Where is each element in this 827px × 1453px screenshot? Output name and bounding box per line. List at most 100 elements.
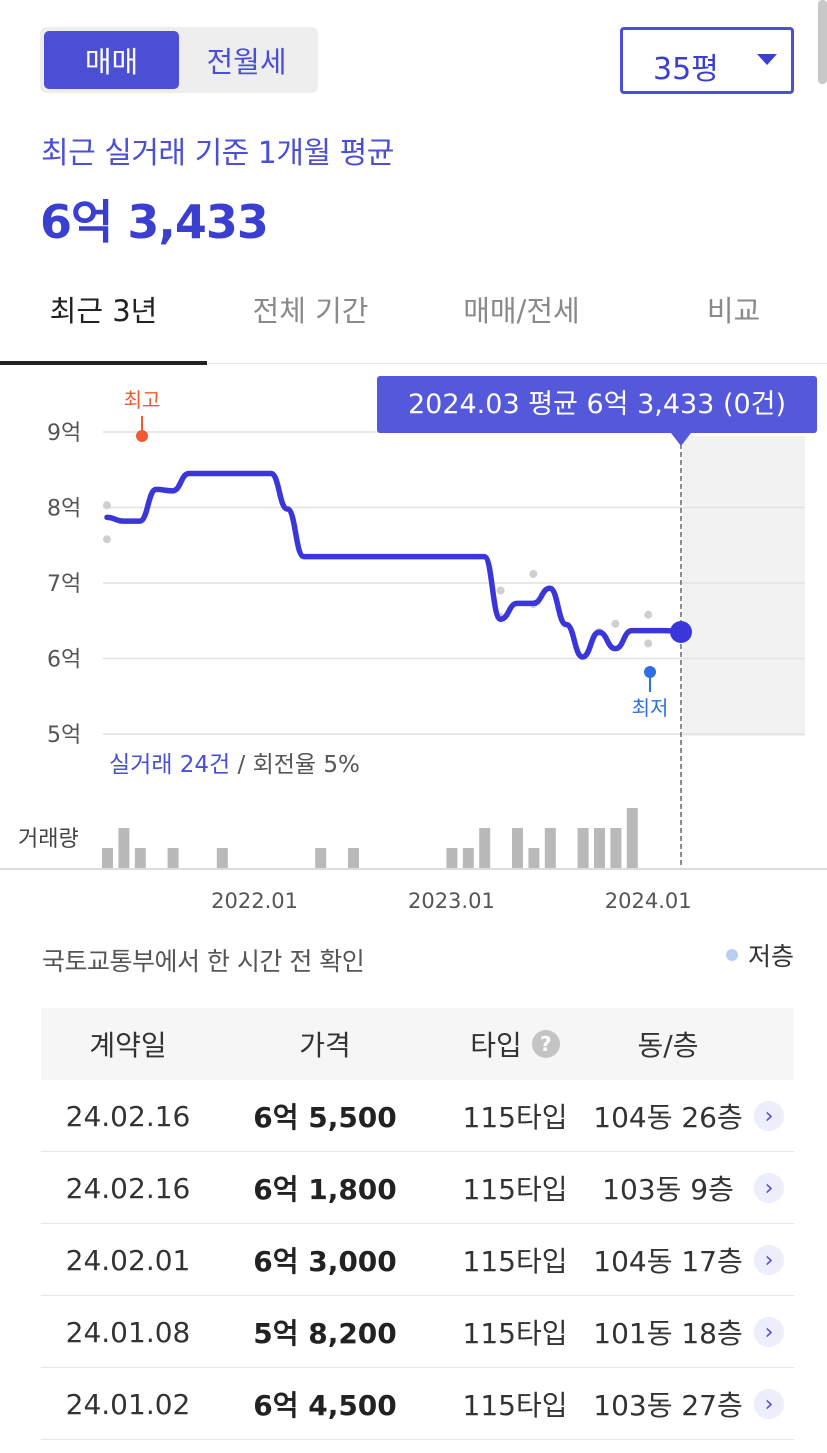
turnover-rate: / 회전율 5% [230,752,360,778]
volume-bar [348,848,359,868]
help-icon[interactable]: ? [531,1030,560,1058]
row-date: 24.02.01 [65,1243,191,1277]
row-price: 6억 5,500 [253,1101,397,1134]
header-type-label: 타입 [470,1029,522,1062]
low-floor-label: 저층 [748,942,795,971]
volume-bar [446,848,458,868]
table-row[interactable]: 24.02.16 6억 1,800 115타입 103동 9층 › [41,1152,794,1224]
legend: 저층 [726,937,794,973]
y-tick-label: 5억 [47,723,81,748]
x-tick-label: 2023.01 [408,889,495,913]
row-detail-button[interactable]: › [753,1080,785,1152]
row-dong-floor: 104동 17층 [593,1245,743,1278]
low-floor-dot [726,949,738,961]
min-label: 최저 [632,696,669,720]
row-price: 5억 8,200 [253,1317,397,1350]
volume-bar [528,848,540,868]
transaction-dot [644,639,653,648]
row-detail-button[interactable]: › [753,1224,785,1296]
chevron-right-icon: › [754,1101,784,1131]
tab-all-period[interactable]: 전체 기간 [252,294,369,328]
tooltip: 2024.03 평균 6억 3,433 (0건) [377,376,817,446]
row-date: 24.02.16 [65,1171,191,1205]
row-date: 24.02.16 [65,1099,191,1133]
volume-bar [102,848,113,868]
row-date: 24.01.08 [65,1315,191,1349]
header-dong: 동/층 [637,1029,699,1062]
transactions-table: 계약일 가격 타입 ? 동/층 24.02.16 6억 5,500 115타입 104… [41,1008,794,1440]
volume-bar [462,848,474,868]
row-type: 115타입 [462,1389,568,1422]
scrollbar[interactable] [818,0,827,84]
volume-bar [479,828,491,868]
min-marker: 최저 [632,666,669,720]
row-detail-button[interactable]: › [753,1296,785,1368]
chevron-down-icon [757,54,777,65]
volume-bar [544,828,556,868]
table-row[interactable]: 24.01.02 6억 4,500 115타입 103동 27층 › [41,1368,794,1440]
tab-recent-3y[interactable]: 최근 3년 [49,294,158,328]
row-dong-floor: 101동 18층 [593,1317,743,1350]
y-tick-label: 6억 [47,648,81,673]
volume-bar [134,848,146,868]
volume-bar [118,828,130,868]
x-tick-label: 2024.01 [605,889,692,913]
row-type: 115타입 [462,1101,568,1134]
x-tick-label: 2022.01 [211,889,298,913]
chevron-right-icon: › [754,1389,784,1419]
sale-tab[interactable]: 매매 [44,31,179,89]
table-row[interactable]: 24.01.08 5억 8,200 115타입 101동 18층 › [41,1296,794,1368]
header-price: 가격 [299,1029,351,1062]
volume-bar [167,848,179,868]
size-select[interactable]: 35평 [620,27,794,94]
table-row[interactable]: 24.02.16 6억 5,500 115타입 104동 26층 › [41,1080,794,1152]
y-tick-label: 7억 [47,572,81,597]
volume-bar [315,848,327,868]
average-price: 6억 3,433 [40,195,269,249]
average-label: 최근 실거래 기준 1개월 평균 [41,136,394,171]
volume-bar [610,828,622,868]
row-dong-floor: 103동 9층 [602,1173,734,1206]
header-date: 계약일 [89,1029,167,1062]
volume-bar [512,828,523,868]
row-type: 115타입 [462,1317,568,1350]
tab-compare[interactable]: 비교 [706,294,761,328]
price-line [104,470,684,660]
row-date: 24.01.02 [65,1387,191,1421]
max-marker: 최고 [124,388,160,442]
x-axis: 2022.01 2023.01 2024.01 [211,889,691,913]
max-point [136,430,148,442]
period-tabs: 최근 3년 전체 기간 매매/전세 비교 [0,270,827,365]
current-point[interactable] [670,621,692,643]
tab-sale-jeonse[interactable]: 매매/전세 [463,294,580,328]
volume-bars [102,808,638,868]
price-chart[interactable]: 9억 8억 7억 6억 5억 최고 최저 2024.03 평균 6억 3,433 (0건… [0,366,827,936]
tooltip-text: 2024.03 평균 6억 3,433 (0건) [408,389,786,420]
volume-label: 거래량 [18,827,79,852]
row-dong-floor: 103동 27층 [593,1389,743,1422]
row-dong-floor: 104동 26층 [593,1101,743,1134]
trade-stats: 실거래 24건 / 회전율 5% [109,752,360,778]
data-source: 국토교통부에서 한 시간 전 확인 [42,947,365,976]
row-detail-button[interactable]: › [753,1368,785,1440]
chevron-right-icon: › [754,1245,784,1275]
volume-bar [577,828,589,868]
rent-tab[interactable]: 전월세 [206,45,287,79]
transaction-dot [103,535,111,544]
trade-count: 실거래 24건 [109,752,230,778]
table-row[interactable]: 24.02.01 6억 3,000 115타입 104동 17층 › [41,1224,794,1296]
active-tab-indicator [0,361,207,365]
deal-type-toggle: 매매 전월세 [40,27,318,93]
transaction-dot [496,586,505,595]
row-type: 115타입 [462,1245,568,1278]
header-type: 타입 ? [445,1008,585,1080]
volume-bar [626,808,638,868]
future-shade [683,436,805,736]
transaction-dot [644,610,653,619]
transaction-dot [529,569,538,578]
size-select-value: 35평 [653,52,719,87]
min-point [644,666,656,678]
row-price: 6억 4,500 [253,1389,397,1422]
row-detail-button[interactable]: › [753,1152,785,1224]
row-price: 6억 3,000 [253,1245,397,1278]
